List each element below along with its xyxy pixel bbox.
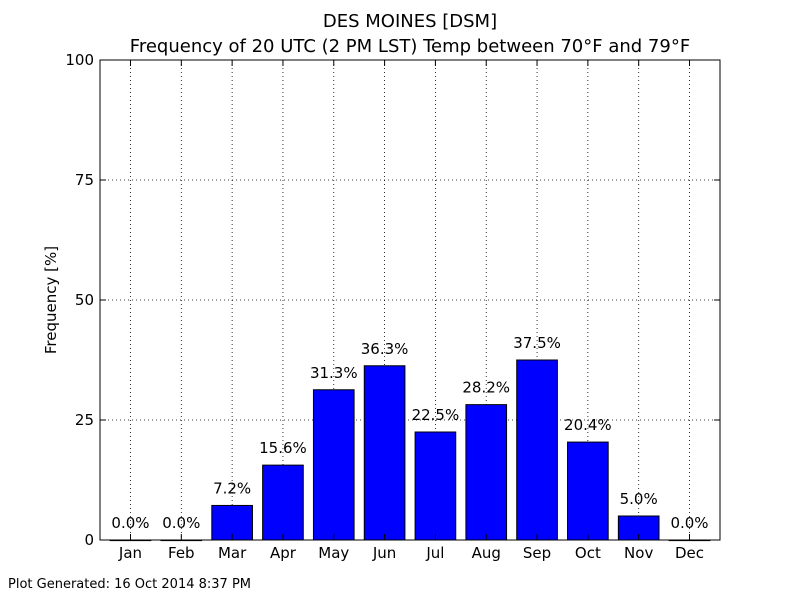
bar-may xyxy=(312,389,355,541)
x-tick-label-nov: Nov xyxy=(624,544,653,562)
data-label-apr: 15.6% xyxy=(259,439,307,457)
x-tick-label-jul: Jul xyxy=(425,544,444,562)
y-tick-label: 50 xyxy=(75,291,94,309)
y-tick-label: 25 xyxy=(75,411,94,429)
ticks-layer: 0 25 50 75 100 Jan Feb Mar Apr May Jun Jul Aug Sep Oct… xyxy=(65,51,720,562)
x-tick-label-oct: Oct xyxy=(575,544,601,562)
data-label-nov: 5.0% xyxy=(620,490,658,508)
x-tick-label-jan: Jan xyxy=(118,544,142,562)
bar-aug xyxy=(465,404,508,541)
data-label-sep: 37.5% xyxy=(513,334,561,352)
chart-title: DES MOINES [DSM] xyxy=(323,11,497,32)
bar-sep xyxy=(516,359,558,541)
data-label-mar: 7.2% xyxy=(213,479,251,497)
y-axis-label: Frequency [%] xyxy=(42,246,60,354)
x-tick-label-mar: Mar xyxy=(218,544,247,562)
chart-subtitle: Frequency of 20 UTC (2 PM LST) Temp betw… xyxy=(130,36,690,57)
labels-layer: 0.0% 0.0% 7.2% 15.6% 31.3%36.3% 22.5%28.2% 37.… xyxy=(111,334,708,532)
x-tick-label-aug: Aug xyxy=(472,544,501,562)
data-label-jul: 22.5% xyxy=(412,406,460,424)
data-label-may: 31.3% xyxy=(310,364,358,382)
data-label-aug: 28.2% xyxy=(462,379,510,397)
y-tick-label: 100 xyxy=(65,51,94,69)
x-tick-label-apr: Apr xyxy=(270,544,297,562)
x-tick-label-sep: Sep xyxy=(523,544,551,562)
y-tick-label: 75 xyxy=(75,171,94,189)
data-label-jan: 0.0% xyxy=(111,514,149,532)
bars-layer xyxy=(109,359,711,542)
data-label-feb: 0.0% xyxy=(162,514,200,532)
data-label-dec: 0.0% xyxy=(670,514,708,532)
data-label-oct: 20.4% xyxy=(564,416,612,434)
plot-generated-footer: Plot Generated: 16 Oct 2014 8:37 PM xyxy=(8,577,251,592)
x-tick-label-dec: Dec xyxy=(675,544,704,562)
y-tick-label: 0 xyxy=(84,531,94,549)
bar-jul xyxy=(414,431,457,541)
x-tick-label-may: May xyxy=(318,544,349,562)
grid-layer xyxy=(100,60,720,540)
bar-jun xyxy=(363,365,406,541)
x-tick-label-feb: Feb xyxy=(168,544,195,562)
x-tick-label-jun: Jun xyxy=(372,544,396,562)
bar-oct xyxy=(567,441,609,541)
bar-apr xyxy=(262,464,304,541)
data-label-jun: 36.3% xyxy=(361,340,409,358)
